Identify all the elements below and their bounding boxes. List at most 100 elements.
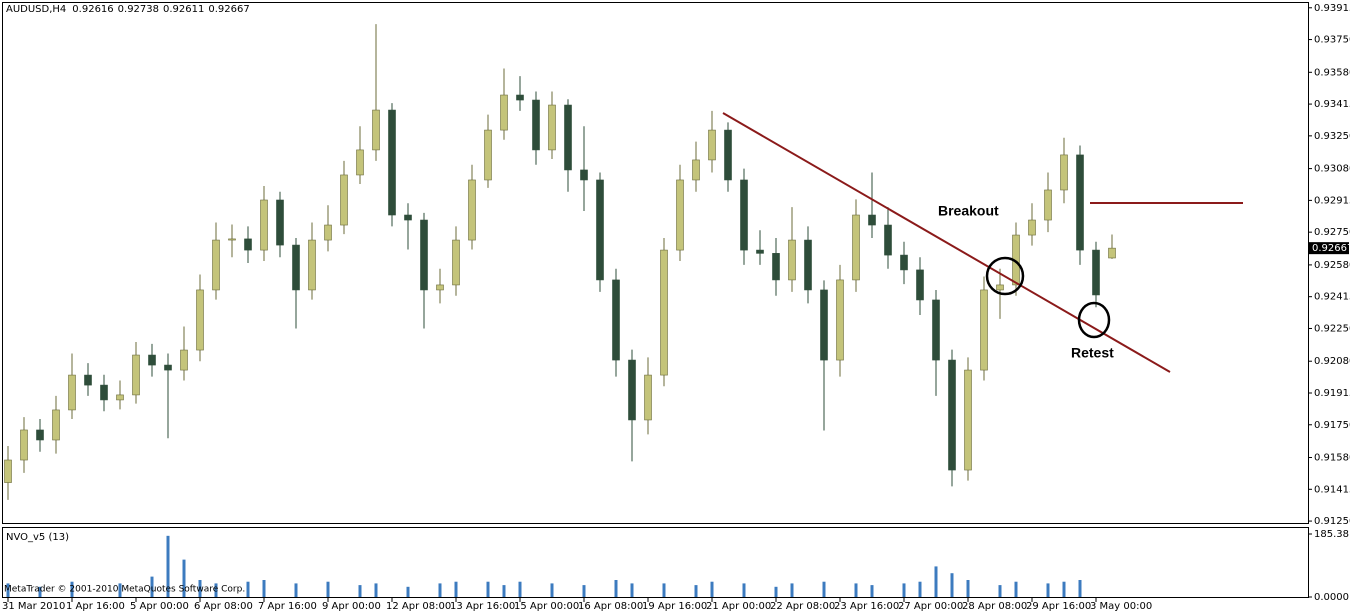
candle-body bbox=[260, 199, 268, 251]
volume-bar bbox=[822, 581, 826, 597]
volume-bar bbox=[998, 585, 1002, 597]
volume-bar bbox=[902, 583, 906, 597]
volume-bar bbox=[246, 581, 250, 597]
volume-bar bbox=[486, 581, 490, 597]
candle-body bbox=[708, 129, 716, 161]
candle-body bbox=[804, 239, 812, 291]
candle-body bbox=[116, 394, 124, 401]
candle-body bbox=[276, 199, 284, 246]
candle-body bbox=[932, 299, 940, 361]
x-tick-label: 3 May 00:00 bbox=[1090, 601, 1152, 612]
y-tick-label: 0.92915 bbox=[1314, 195, 1350, 206]
candle-body bbox=[996, 284, 1004, 291]
candle-body bbox=[580, 169, 588, 181]
volume-bar bbox=[6, 583, 10, 597]
y-tick-label: 0.92415 bbox=[1314, 292, 1350, 303]
candle-body bbox=[484, 129, 492, 181]
candle-body bbox=[452, 239, 460, 286]
volume-bar bbox=[262, 580, 266, 597]
candle-body bbox=[1060, 154, 1068, 191]
candle-body bbox=[516, 94, 524, 101]
y-tick-label: 0.91915 bbox=[1314, 388, 1350, 399]
x-tick-label: 19 Apr 16:00 bbox=[642, 601, 707, 612]
breakout-circle bbox=[985, 256, 1025, 296]
candle-body bbox=[900, 254, 908, 271]
x-tick-label: 31 Mar 2010 bbox=[2, 601, 65, 612]
header-open: 0.92616 bbox=[72, 4, 113, 15]
candle-body bbox=[324, 224, 332, 241]
candle-body bbox=[244, 238, 252, 251]
candle-body bbox=[4, 459, 12, 483]
x-tick-label: 1 Apr 16:00 bbox=[66, 601, 125, 612]
volume-bar bbox=[150, 576, 154, 597]
volume-bar bbox=[710, 581, 714, 597]
candle-body bbox=[340, 174, 348, 226]
volume-bar bbox=[1078, 580, 1082, 597]
candle-body bbox=[356, 149, 364, 176]
candle-body bbox=[628, 359, 636, 421]
volume-bar bbox=[502, 585, 506, 597]
candle-body bbox=[164, 364, 172, 371]
candle-body bbox=[852, 214, 860, 281]
x-tick-label: 22 Apr 08:00 bbox=[770, 601, 835, 612]
indicator-tick-label: 0.0000 bbox=[1314, 592, 1349, 603]
candle-body bbox=[612, 279, 620, 361]
candle-body bbox=[532, 99, 540, 151]
volume-bar bbox=[934, 566, 938, 597]
y-tick-label: 0.91250 bbox=[1314, 516, 1350, 527]
candle-body bbox=[1076, 154, 1084, 251]
main-pane-frame bbox=[2, 2, 1309, 524]
candle-body bbox=[180, 349, 188, 371]
candle-body bbox=[228, 238, 236, 241]
x-tick-label: 16 Apr 08:00 bbox=[578, 601, 643, 612]
x-tick-label: 6 Apr 08:00 bbox=[194, 601, 253, 612]
indicator-tick-label: 185.3814 bbox=[1314, 529, 1350, 540]
header-high: 0.92738 bbox=[118, 4, 159, 15]
candle-body bbox=[1028, 219, 1036, 236]
price-label: 0.92667 bbox=[1312, 243, 1350, 254]
candle-body bbox=[964, 369, 972, 471]
candle-body bbox=[660, 249, 668, 376]
volume-bar bbox=[406, 586, 410, 597]
x-tick-label: 29 Apr 16:00 bbox=[1026, 601, 1091, 612]
volume-bar bbox=[630, 583, 634, 597]
indicator-title: NVO_v5 (13) bbox=[6, 532, 69, 543]
volume-bar bbox=[118, 583, 122, 597]
volume-bar bbox=[1014, 581, 1018, 597]
candle-body bbox=[644, 374, 652, 421]
candle-body bbox=[548, 104, 556, 151]
indicator-pane-frame bbox=[2, 527, 1309, 598]
volume-bar bbox=[870, 585, 874, 597]
volume-bar bbox=[742, 583, 746, 597]
candle-body bbox=[132, 354, 140, 396]
copyright: MetaTrader © 2001-2010 MetaQuotes Softwa… bbox=[4, 585, 245, 595]
volume-bar bbox=[790, 583, 794, 597]
volume-bar bbox=[454, 581, 458, 597]
candle-body bbox=[980, 289, 988, 371]
volume-bar bbox=[182, 559, 186, 597]
y-tick-label: 0.93915 bbox=[1314, 3, 1350, 14]
price-label-bg bbox=[1309, 242, 1349, 255]
candle-body bbox=[52, 409, 60, 441]
volume-bar bbox=[1046, 583, 1050, 597]
candle-body bbox=[916, 269, 924, 301]
candle-body bbox=[84, 374, 92, 386]
candle-body bbox=[212, 239, 220, 291]
candle-body bbox=[308, 239, 316, 291]
candle-body bbox=[468, 179, 476, 241]
candle-body bbox=[596, 179, 604, 281]
x-tick-label: 9 Apr 00:00 bbox=[322, 601, 381, 612]
candle-body bbox=[772, 253, 780, 281]
volume-bar bbox=[166, 535, 170, 597]
volume-bar bbox=[550, 583, 554, 597]
candle-body bbox=[948, 359, 956, 471]
